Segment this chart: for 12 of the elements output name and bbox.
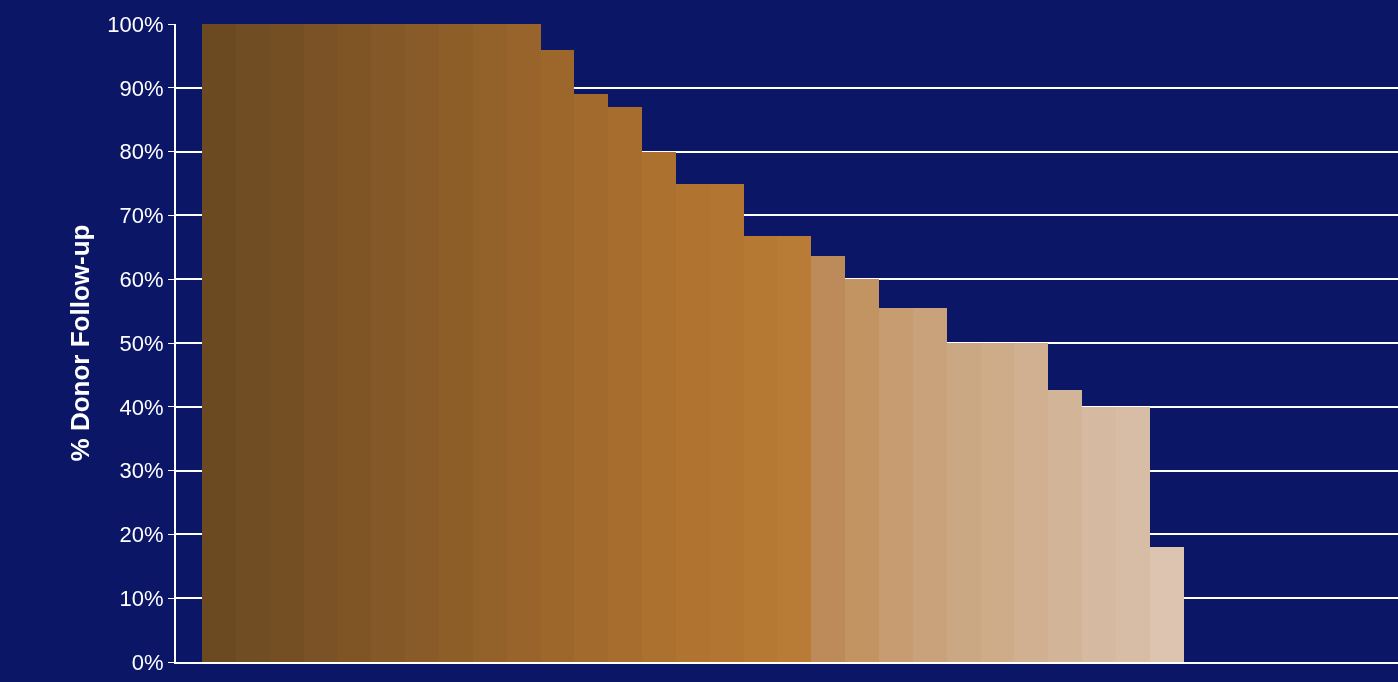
y-tick-label: 90% (119, 75, 164, 101)
y-tick-label: 50% (119, 330, 164, 356)
y-tick-label: 60% (119, 266, 164, 292)
y-tick-label: 80% (119, 139, 164, 165)
y-tick-label: 70% (119, 203, 164, 229)
y-tick-label: 30% (119, 458, 164, 484)
y-axis-title: % Donor Follow-up (65, 224, 96, 462)
y-tick-label: 40% (119, 394, 164, 420)
y-tick-label: 0% (131, 649, 164, 675)
y-tick-label: 20% (119, 522, 164, 548)
y-tick-label: 100% (107, 11, 164, 37)
y-tick-label: 10% (119, 585, 164, 611)
